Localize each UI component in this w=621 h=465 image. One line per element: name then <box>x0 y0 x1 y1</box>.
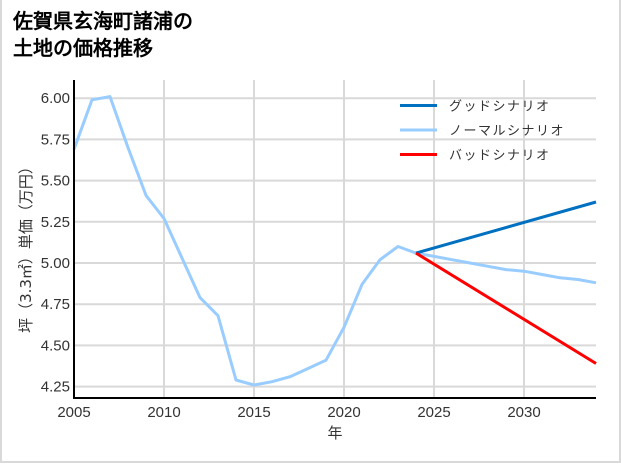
y-tick-label: 4.50 <box>41 337 70 354</box>
legend-label: グッドシナリオ <box>449 100 551 115</box>
series-line-1 <box>72 95 597 387</box>
series-lines <box>72 95 597 387</box>
x-tick-label: 2025 <box>417 404 450 421</box>
legend-label: バッドシナリオ <box>449 149 551 164</box>
x-tick-label: 2030 <box>507 404 540 421</box>
y-tick-label: 4.75 <box>41 296 70 313</box>
tick-labels: 4.25 4.50 4.75 5.00 5.25 5.50 5.75 6.00 2005 2010… <box>41 90 541 421</box>
x-axis-title: 年 <box>327 424 342 442</box>
x-tick-label: 2010 <box>147 404 180 421</box>
y-tick-label: 5.25 <box>41 214 70 231</box>
y-tick-label: 5.50 <box>41 173 70 190</box>
chart-title-line-2: 土地の価格推移 <box>13 36 153 60</box>
series-line-2 <box>415 251 597 365</box>
legend-label: ノーマルシナリオ <box>449 124 565 139</box>
gridlines <box>74 80 596 398</box>
series-line-0 <box>415 200 597 255</box>
x-tick-label: 2015 <box>237 404 270 421</box>
axes <box>73 80 596 399</box>
x-tick-label: 2005 <box>57 404 90 421</box>
x-tick-label: 2020 <box>327 404 360 421</box>
chart-title-line-1: 佐賀県玄海町諸浦の <box>13 9 193 33</box>
y-tick-label: 5.00 <box>41 255 70 272</box>
y-axis-title: 坪（3.3㎡）単価（万円） <box>17 159 35 333</box>
y-tick-label: 4.25 <box>41 379 70 396</box>
chart-title: 佐賀県玄海町諸浦の 土地の価格推移 <box>13 8 193 62</box>
y-tick-label: 5.75 <box>41 131 70 148</box>
y-tick-label: 6.00 <box>41 90 70 107</box>
